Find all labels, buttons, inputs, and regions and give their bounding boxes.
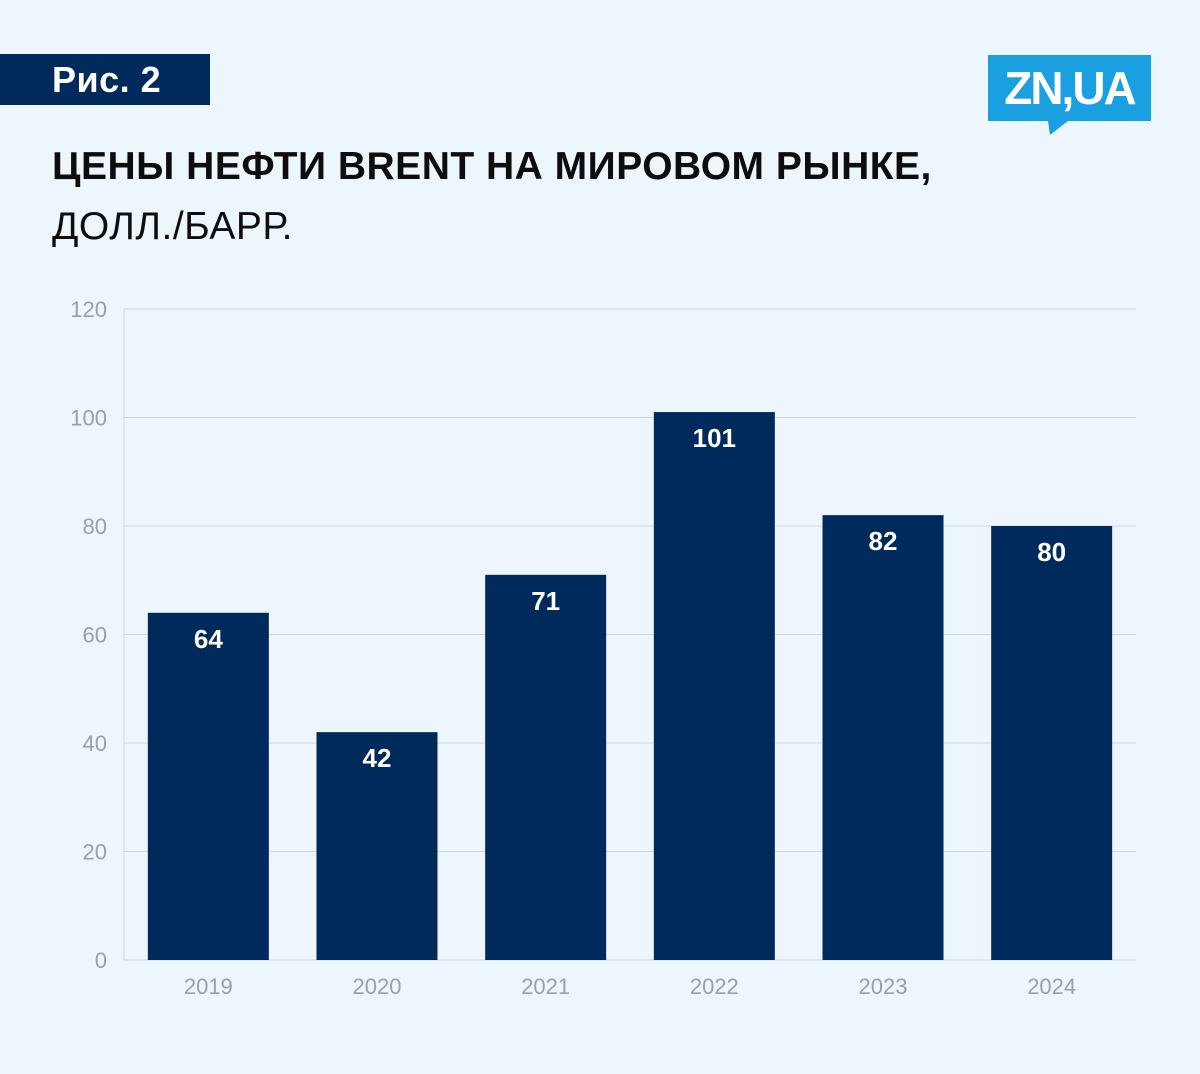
y-tick-label: 100 — [70, 406, 107, 431]
data-label-2020: 42 — [363, 743, 392, 773]
figure-label: Рис. 2 — [0, 54, 210, 105]
bars — [147, 412, 1113, 960]
labels: 64 2019 42 2020 71 2021 101 2022 82 2023 80 2024 — [184, 423, 1076, 999]
bar-2023 — [822, 515, 944, 960]
logo-badge-icon — [988, 55, 1151, 135]
data-label-2022: 101 — [693, 423, 736, 453]
bar-2021 — [485, 574, 607, 960]
axes: 0 20 40 60 80 100 120 — [70, 297, 125, 973]
x-tick-label-2019: 2019 — [184, 974, 233, 999]
data-label-2021: 71 — [531, 586, 560, 616]
x-tick-label-2022: 2022 — [690, 974, 739, 999]
y-tick-label: 60 — [83, 623, 107, 648]
y-tick-label: 80 — [83, 514, 107, 539]
bar-2019 — [147, 612, 269, 960]
y-tick-label: 120 — [70, 297, 107, 322]
data-label-2024: 80 — [1037, 537, 1066, 567]
y-tick-label: 0 — [95, 948, 107, 973]
bar-2024 — [991, 526, 1113, 960]
grid-lines — [124, 308, 1136, 961]
y-tick-label: 40 — [83, 731, 107, 756]
chart-subtitle: ДОЛЛ./БАРР. — [52, 205, 293, 248]
x-tick-label-2024: 2024 — [1027, 974, 1076, 999]
data-label-2023: 82 — [869, 526, 898, 556]
chart-title: ЦЕНЫ НЕФТИ BRENT НА МИРОВОМ РЫНКЕ, — [52, 145, 932, 188]
brand-logo: ZN,UA — [988, 55, 1151, 135]
logo-text: ZN,UA — [1004, 62, 1137, 114]
bar-2020 — [316, 732, 438, 960]
bar-2022 — [653, 412, 775, 960]
data-label-2019: 64 — [194, 624, 223, 654]
x-tick-label-2021: 2021 — [521, 974, 570, 999]
y-tick-label: 20 — [83, 840, 107, 865]
x-tick-label-2023: 2023 — [859, 974, 908, 999]
x-tick-label-2020: 2020 — [353, 974, 402, 999]
